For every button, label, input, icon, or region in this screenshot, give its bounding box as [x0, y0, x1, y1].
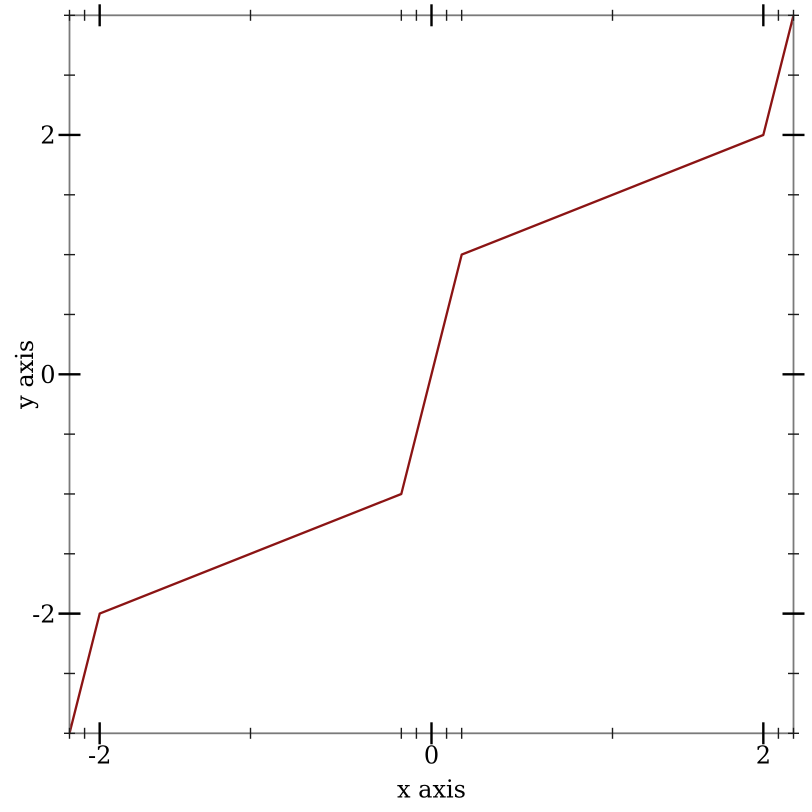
x-tick-label: 2	[756, 742, 771, 770]
x-tick-label: 0	[424, 742, 439, 770]
y-tick-label: 2	[40, 122, 55, 150]
y-tick-label: 0	[40, 361, 55, 389]
plot-generated-layer: -2 0 2 -2 0 2	[32, 4, 805, 770]
y-axis-label: y axis	[11, 340, 39, 410]
y-tick-label: -2	[32, 600, 55, 628]
x-tick-label: -2	[88, 742, 111, 770]
x-axis-label: x axis	[397, 776, 466, 804]
data-line	[68, 14, 795, 735]
